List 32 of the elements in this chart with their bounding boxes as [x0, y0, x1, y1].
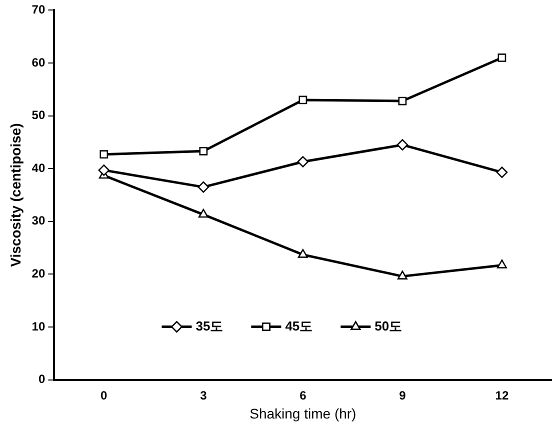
x-axis-title: Shaking time (hr)	[250, 405, 356, 422]
point	[397, 270, 408, 280]
legend-label: 50도	[374, 318, 402, 334]
point	[298, 96, 308, 104]
x-tick-label: 3	[200, 388, 208, 402]
x-tick-label: 12	[495, 388, 509, 402]
point	[396, 139, 408, 150]
x-tick-label: 0	[100, 388, 108, 402]
point	[100, 150, 108, 159]
point	[498, 54, 506, 62]
point	[496, 166, 508, 178]
y-tick-label: 20	[32, 266, 46, 281]
legend-label: 35도	[196, 318, 224, 334]
y-tick-label: 70	[32, 2, 46, 17]
y-axis-title: Viscosity (centipoise)	[7, 123, 24, 267]
y-tick-label: 30	[32, 214, 46, 228]
legend-label: 45도	[285, 318, 313, 334]
y-tick-label: 10	[32, 319, 46, 334]
point	[297, 156, 309, 168]
point	[398, 96, 407, 106]
y-tick-label: 0	[38, 372, 46, 386]
point	[199, 146, 208, 156]
point	[298, 249, 308, 258]
y-tick-label: 60	[32, 55, 46, 70]
point	[198, 181, 210, 193]
point	[496, 260, 507, 268]
point	[98, 164, 110, 176]
y-tick-label: 40	[32, 160, 46, 175]
y-tick-label: 50	[32, 108, 46, 122]
x-tick-label: 9	[399, 388, 406, 402]
point	[198, 208, 208, 218]
x-tick-label: 6	[300, 388, 307, 402]
